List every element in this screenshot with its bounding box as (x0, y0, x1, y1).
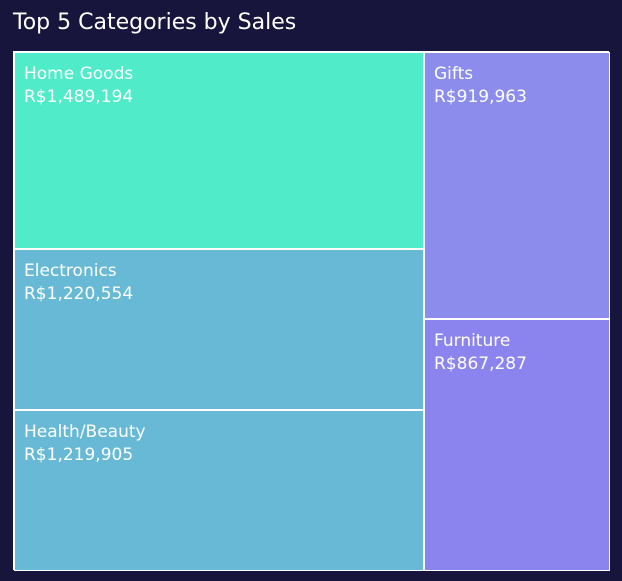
tile-value-label: R$867,287 (434, 354, 527, 374)
treemap-tile-furniture[interactable]: Furniture R$867,287 (424, 319, 610, 571)
treemap-tile-health-beauty[interactable]: Health/Beauty R$1,219,905 (14, 410, 424, 571)
chart-title: Top 5 Categories by Sales (13, 10, 297, 35)
treemap-tile-home-goods[interactable]: Home Goods R$1,489,194 (14, 52, 424, 249)
tile-label: Gifts (434, 64, 474, 84)
treemap-tile-electronics[interactable]: Electronics R$1,220,554 (14, 249, 424, 410)
treemap-tile-gifts[interactable]: Gifts R$919,963 (424, 52, 610, 319)
tile-value-label: R$1,220,554 (24, 284, 134, 304)
tile-value-label: R$1,219,905 (24, 445, 134, 465)
tile-label: Furniture (434, 331, 511, 351)
tile-value-label: R$919,963 (434, 87, 527, 107)
tile-label: Health/Beauty (24, 422, 146, 442)
tile-value-label: R$1,489,194 (24, 87, 134, 107)
tile-label: Home Goods (24, 64, 134, 84)
tile-label: Electronics (24, 261, 117, 281)
treemap-area: Home Goods R$1,489,194 Electronics R$1,220,… (13, 51, 610, 571)
